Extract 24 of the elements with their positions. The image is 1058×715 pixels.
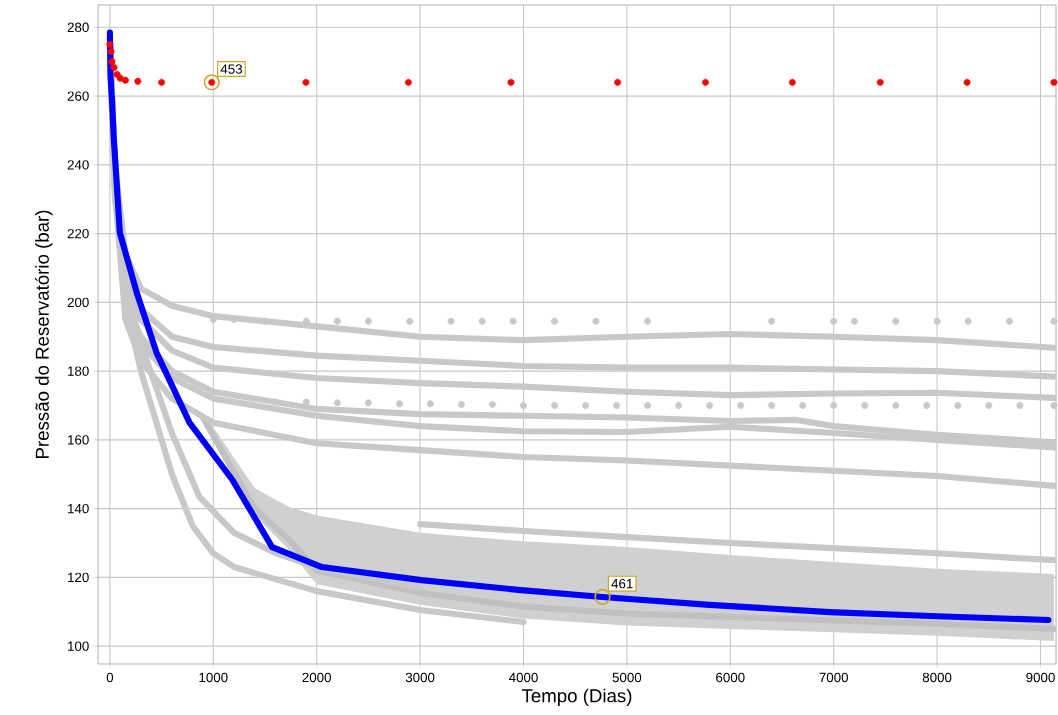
annotation: 453 xyxy=(220,64,242,74)
x-tick-label: 4000 xyxy=(508,672,538,683)
y-tick-label: 280 xyxy=(67,22,89,33)
y-tick-label: 260 xyxy=(67,91,89,101)
y-tick-label: 120 xyxy=(68,572,89,583)
x-tick-label: 0 xyxy=(106,672,114,683)
x-tick-label: 8000 xyxy=(922,672,952,683)
x-tick-label: 6000 xyxy=(716,672,745,683)
x-axis-title: Tempo (Dias) xyxy=(521,688,632,707)
x-tick-label: 5000 xyxy=(612,672,642,683)
y-tick-label: 240 xyxy=(67,160,89,170)
x-tick-label: 3000 xyxy=(405,672,435,683)
y-tick-label: 100 xyxy=(68,641,89,651)
y-axis-title: Pressão do Reservatório (bar) xyxy=(34,210,53,458)
y-tick-label: 220 xyxy=(67,228,89,239)
x-tick-label: 1000 xyxy=(199,672,228,683)
x-tick-label: 2000 xyxy=(302,672,331,683)
annotation: 461 xyxy=(611,578,633,589)
x-tick-label: 7000 xyxy=(819,672,848,683)
y-tick-label: 200 xyxy=(67,297,89,308)
y-tick-label: 160 xyxy=(68,435,89,445)
y-tick-label: 180 xyxy=(68,366,89,376)
x-tick-label: 9000 xyxy=(1026,672,1055,683)
y-tick-label: 140 xyxy=(68,503,89,514)
